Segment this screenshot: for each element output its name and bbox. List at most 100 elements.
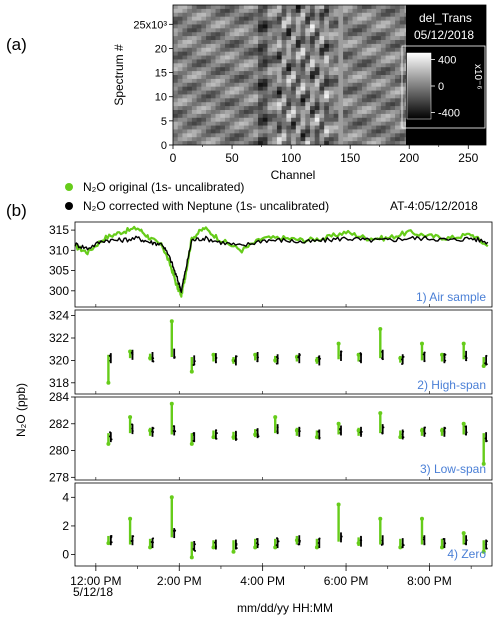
- heatmap-cell: [234, 94, 240, 99]
- heatmap-cell: [338, 78, 344, 84]
- corrected-point: [382, 426, 385, 429]
- heatmap-cell: [314, 32, 320, 37]
- heatmap-cell: [281, 86, 287, 91]
- heatmap-cell: [376, 36, 382, 41]
- original-point: [336, 502, 341, 507]
- heatmap-cell: [319, 47, 325, 53]
- heatmap-cell: [253, 78, 259, 84]
- heatmap-cell: [276, 137, 283, 142]
- heatmap-cell: [295, 51, 301, 56]
- heatmap-cell: [338, 125, 344, 130]
- heatmap-cell: [399, 28, 405, 33]
- heatmap-cell: [229, 16, 235, 21]
- heatmap-cell: [366, 47, 372, 53]
- heatmap-cell: [291, 110, 297, 115]
- heatmap-cell: [305, 125, 311, 130]
- heatmap-cell: [338, 16, 344, 21]
- heatmap-cell: [229, 36, 235, 41]
- heatmap-cell: [390, 51, 396, 56]
- heatmap-cell: [395, 141, 401, 145]
- heatmap-cell: [191, 71, 198, 76]
- heatmap-cell: [395, 110, 401, 115]
- heatmap-cell: [243, 82, 249, 88]
- heatmap-cell: [333, 71, 339, 76]
- heatmap-cell: [366, 137, 372, 142]
- heatmap-cell: [267, 129, 273, 134]
- heatmap-cell: [319, 32, 325, 37]
- heatmap-cell: [390, 12, 396, 18]
- heatmap-cell: [215, 141, 221, 145]
- heatmap-cell: [347, 28, 353, 33]
- heatmap-cell: [328, 102, 335, 107]
- panel-b-label: (b): [6, 201, 27, 220]
- heatmap-cell: [376, 55, 382, 60]
- heatmap-cell: [305, 98, 311, 103]
- heatmap-cell: [305, 8, 311, 14]
- heatmap-cell: [262, 43, 268, 49]
- heatmap-cell: [390, 55, 396, 60]
- heatmap-cell: [352, 28, 358, 33]
- heatmap-cell: [291, 55, 297, 60]
- heatmap-cell: [276, 106, 283, 111]
- heatmap-cell: [187, 90, 193, 95]
- heatmap-cell: [361, 117, 368, 123]
- heatmap-cell: [215, 137, 221, 142]
- heatmap-cell: [215, 133, 221, 138]
- heatmap-cell: [286, 113, 292, 119]
- heatmap-cell: [234, 125, 240, 130]
- heatmap-cell: [347, 20, 353, 25]
- heatmap-cell: [366, 133, 372, 138]
- heatmap-cell: [182, 28, 188, 33]
- heatmap-cell: [215, 71, 221, 76]
- heatmap-cell: [399, 20, 405, 25]
- heatmap-cell: [404, 113, 406, 119]
- heatmap-cell: [305, 40, 311, 45]
- heatmap-cell: [196, 78, 202, 84]
- heatmap-cell: [300, 78, 306, 84]
- heatmap-cell: [404, 67, 406, 72]
- heatmap-date: 05/12/2018: [414, 28, 474, 42]
- heatmap-cell: [224, 71, 231, 76]
- heatmap-cell: [371, 129, 377, 134]
- heatmap-cell: [390, 90, 396, 95]
- heatmap-cell: [272, 110, 278, 115]
- heatmap-cell: [239, 90, 245, 95]
- corrected-point: [485, 547, 488, 550]
- heatmap-cell: [347, 71, 353, 76]
- heatmap-cell: [371, 133, 377, 138]
- heatmap-cell: [291, 16, 297, 21]
- heatmap-cell: [177, 5, 183, 10]
- heatmap-cell: [371, 24, 377, 29]
- heatmap-cell: [206, 36, 212, 41]
- heatmap-cell: [224, 51, 231, 56]
- heatmap-cell: [267, 106, 273, 111]
- heatmap-cell: [191, 125, 198, 130]
- heatmap-cell: [380, 110, 386, 115]
- heatmap-cell: [220, 121, 226, 126]
- heatmap-cell: [272, 133, 278, 138]
- heatmap-cell: [385, 121, 391, 126]
- heatmap-cell: [333, 8, 339, 14]
- heatmap-cell: [229, 12, 235, 18]
- heatmap-cell: [366, 129, 372, 134]
- heatmap-cell: [220, 75, 226, 80]
- heatmap-cell: [177, 129, 183, 134]
- heatmap-cell: [310, 71, 316, 76]
- heatmap-cell: [295, 16, 301, 21]
- heatmap-cell: [295, 90, 301, 95]
- heatmap-cell: [196, 98, 202, 103]
- heatmap-cell: [352, 98, 358, 103]
- corrected-point: [465, 431, 468, 434]
- heatmap-cell: [196, 12, 202, 18]
- heatmap-cell: [286, 129, 292, 134]
- original-point: [481, 461, 486, 466]
- heatmap-cell: [262, 20, 268, 25]
- heatmap-cell: [305, 75, 311, 80]
- heatmap-cell: [206, 110, 212, 115]
- heatmap-cell: [347, 90, 353, 95]
- heatmap-cell: [286, 71, 292, 76]
- heatmap-cell: [262, 90, 268, 95]
- heatmap-cell: [267, 125, 273, 130]
- corrected-point: [256, 538, 259, 541]
- heatmap-cell: [291, 63, 297, 68]
